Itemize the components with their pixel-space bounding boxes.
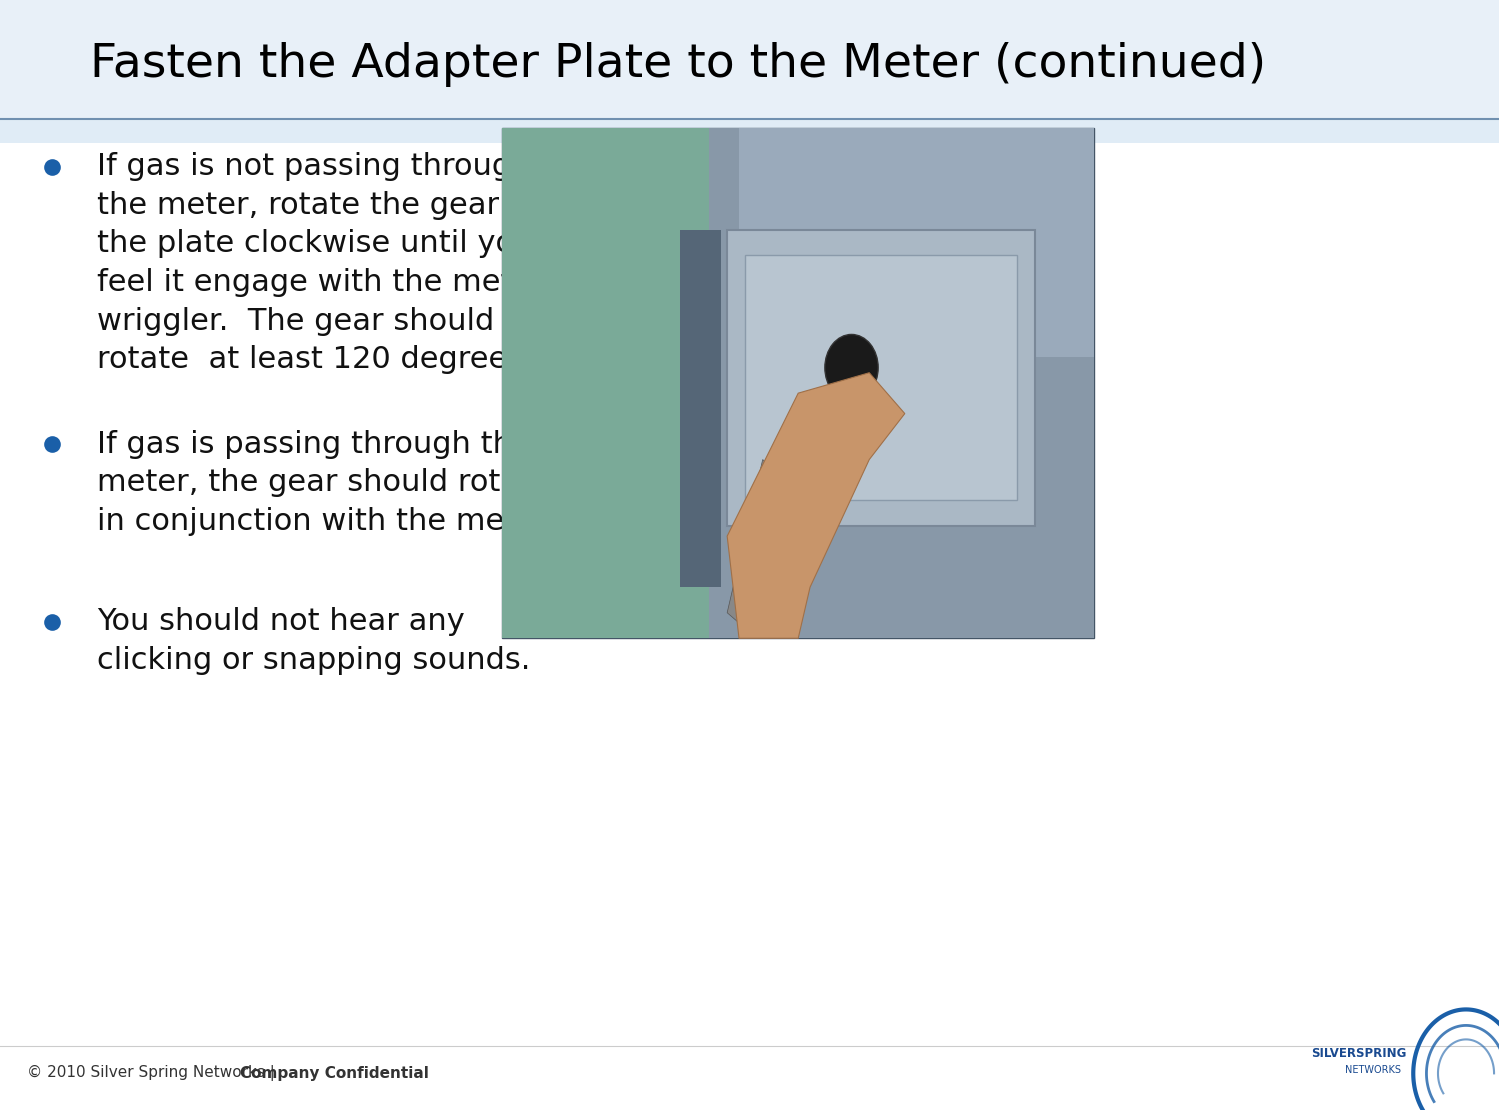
Text: © 2010 Silver Spring Networks |: © 2010 Silver Spring Networks | — [27, 1066, 280, 1081]
Text: SILVERSPRING: SILVERSPRING — [1312, 1047, 1408, 1060]
Bar — [709, 128, 1094, 638]
Bar — [0, 0, 1499, 119]
Text: NETWORKS: NETWORKS — [1345, 1064, 1400, 1076]
Bar — [745, 255, 1018, 501]
Text: You should not hear any
clicking or snapping sounds.: You should not hear any clicking or snap… — [97, 607, 531, 675]
Text: Fasten the Adapter Plate to the Meter (continued): Fasten the Adapter Plate to the Meter (c… — [90, 42, 1267, 88]
Bar — [502, 128, 1094, 638]
Bar — [0, 119, 1499, 143]
Ellipse shape — [824, 334, 878, 401]
Bar — [727, 230, 1036, 526]
Bar — [502, 128, 1094, 638]
Polygon shape — [727, 460, 775, 623]
Polygon shape — [727, 373, 905, 638]
Text: If gas is passing through the
meter, the gear should rotate
in conjunction with : If gas is passing through the meter, the… — [97, 430, 555, 536]
Text: If gas is not passing through
the meter, rotate the gear on
the plate clockwise : If gas is not passing through the meter,… — [97, 152, 547, 374]
Text: Company Confidential: Company Confidential — [240, 1066, 429, 1081]
Bar — [739, 128, 1094, 357]
Bar — [681, 230, 721, 587]
